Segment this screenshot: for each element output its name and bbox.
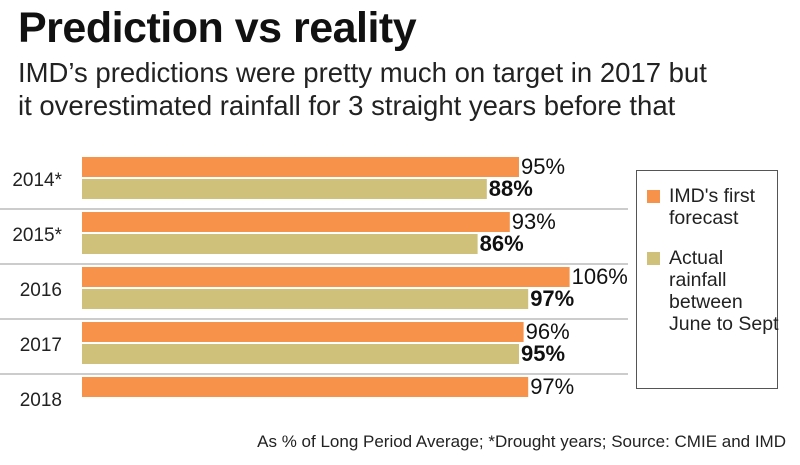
category-label: 2015* <box>12 225 62 246</box>
forecast-bar <box>82 212 510 232</box>
category-label: 2017 <box>20 335 62 356</box>
actual-value-label: 95% <box>521 341 565 366</box>
forecast-value-label: 97% <box>530 374 574 399</box>
forecast-bar <box>82 267 570 287</box>
forecast-value-label: 95% <box>521 154 565 179</box>
forecast-bar <box>82 377 529 397</box>
chart-title: Prediction vs reality <box>18 4 417 52</box>
actual-bar <box>82 234 478 254</box>
chart-subtitle: IMD’s predictions were pretty much on ta… <box>18 56 798 122</box>
legend-label-forecast: IMD's first forecast <box>669 185 756 229</box>
forecast-bar <box>82 322 524 342</box>
category-label: 2016 <box>20 280 62 301</box>
forecast-value-label: 93% <box>512 209 556 234</box>
category-label: 2014* <box>12 170 62 191</box>
forecast-value-label: 96% <box>526 319 570 344</box>
actual-value-label: 88% <box>489 176 533 201</box>
subtitle-line-1: IMD’s predictions were pretty much on ta… <box>18 57 707 88</box>
subtitle-line-2: it overestimated rainfall for 3 straight… <box>18 90 676 121</box>
forecast-bar <box>82 157 519 177</box>
actual-value-label: 97% <box>530 286 574 311</box>
legend-label-actual: Actual rainfall between June to Sept <box>669 247 779 335</box>
category-label: 2018 <box>20 390 62 411</box>
legend-swatch-actual <box>647 252 660 265</box>
actual-value-label: 86% <box>480 231 524 256</box>
legend: IMD's first forecast Actual rainfall bet… <box>636 170 779 389</box>
actual-bar <box>82 179 487 199</box>
actual-bar <box>82 344 519 364</box>
forecast-value-label: 106% <box>572 264 628 289</box>
footnote: As % of Long Period Average; *Drought ye… <box>257 432 786 451</box>
actual-bar <box>82 289 529 309</box>
legend-swatch-forecast <box>647 190 660 203</box>
